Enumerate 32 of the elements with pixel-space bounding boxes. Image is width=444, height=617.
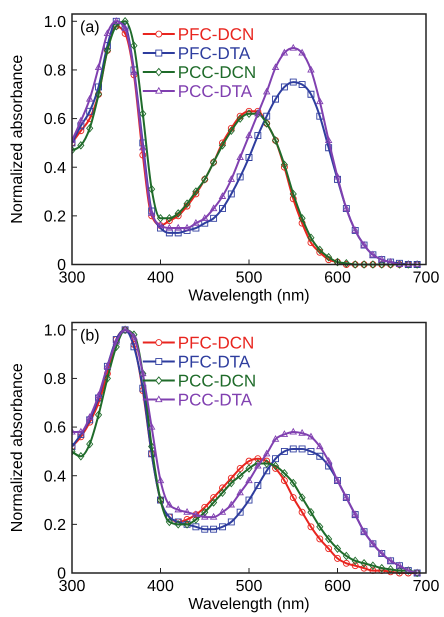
x-tick-label: 500 xyxy=(236,578,262,595)
y-axis-title: Normalized absorbance xyxy=(9,54,26,224)
chart-title: (b) xyxy=(80,328,100,344)
x-tick-label: 600 xyxy=(324,578,351,595)
legend-label: PCC-DCN xyxy=(178,62,256,82)
y-tick-label: 0.4 xyxy=(44,468,66,486)
legend-label: PCC-DTA xyxy=(178,82,253,101)
x-tick-label: 400 xyxy=(147,578,174,595)
x-tick-label: 500 xyxy=(236,270,262,286)
y-tick-label: 0.4 xyxy=(44,160,66,177)
y-tick-label: 0.8 xyxy=(44,371,66,388)
x-tick-label: 700 xyxy=(412,270,440,286)
legend-label: PFC-DTA xyxy=(178,352,251,372)
y-axis-title: Normalized absorbance xyxy=(9,363,26,532)
y-tick-label: 0.2 xyxy=(44,208,66,226)
x-axis-title: Wavelength (nm) xyxy=(188,596,310,613)
y-tick-label: 1.0 xyxy=(44,14,66,31)
x-tick-label: 400 xyxy=(147,270,174,286)
legend-label: PFC-DCN xyxy=(178,24,254,44)
legend-label: PCC-DTA xyxy=(178,390,253,410)
legend-label: PCC-DCN xyxy=(178,371,256,390)
y-tick-label: 0.2 xyxy=(44,516,66,534)
x-tick-label: 700 xyxy=(412,578,440,595)
x-axis-title: Wavelength (nm) xyxy=(188,288,310,304)
y-tick-label: 0.6 xyxy=(44,420,66,437)
x-tick-label: 600 xyxy=(324,270,351,286)
y-tick-label: 0.6 xyxy=(44,111,66,128)
legend-label: PFC-DCN xyxy=(178,333,254,352)
chart-title: (a) xyxy=(80,19,100,36)
y-tick-label: 0.8 xyxy=(44,62,66,80)
legend-label: PFC-DTA xyxy=(178,44,251,63)
y-tick-label: 1.0 xyxy=(44,322,66,340)
